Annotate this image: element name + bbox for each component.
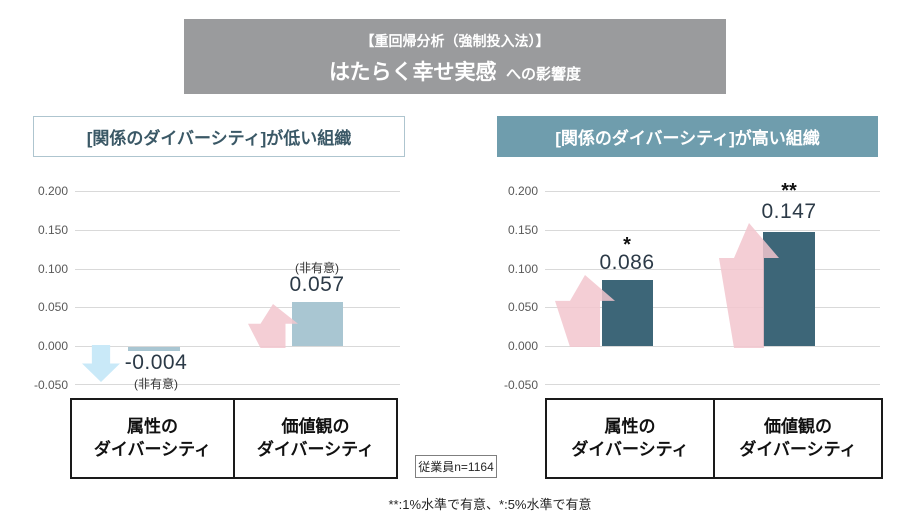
sample-size-badge: 従業員n=1164 — [415, 455, 497, 478]
gridline — [545, 229, 880, 231]
gridline — [75, 268, 400, 270]
category-values-diversity: 価値観の ダイバーシティ — [713, 400, 881, 477]
header-title-main: はたらく幸せ実感 — [328, 61, 497, 84]
significance-note: (非有意) — [134, 377, 178, 391]
gridline — [545, 346, 880, 348]
gridline — [75, 307, 400, 309]
header-banner: 【重回帰分析（強制投入法）】 はたらく幸せ実感 への影響度 — [184, 19, 726, 94]
y-tick-label: 0.150 — [37, 223, 68, 237]
gridline — [75, 191, 400, 192]
category-line: ダイバーシティ — [739, 439, 857, 459]
chart-plot-low-diversity — [75, 191, 400, 385]
y-tick-label: 0.150 — [507, 223, 538, 237]
y-tick-label: 0.200 — [37, 184, 68, 198]
gridline — [545, 191, 880, 192]
bar-value-label: 0.057 — [289, 273, 345, 296]
category-line: ダイバーシティ — [256, 439, 375, 459]
y-tick-label: 0.200 — [507, 184, 538, 198]
significance-stars: ** — [781, 180, 797, 202]
y-tick-label: 0.000 — [37, 339, 68, 353]
category-attribute-diversity: 属性の ダイバーシティ — [547, 400, 713, 477]
category-line: 属性の — [127, 417, 178, 437]
category-line: ダイバーシティ — [571, 439, 689, 459]
y-tick-label: -0.050 — [33, 378, 68, 392]
panel-title-low-diversity: [関係のダイバーシティ]が低い組織 — [33, 116, 405, 157]
category-label-box-low: 属性の ダイバーシティ 価値観の ダイバーシティ — [70, 398, 398, 479]
y-tick-label: 0.050 — [507, 300, 538, 314]
bar-attribute-diversity-low — [128, 347, 180, 351]
gridline — [545, 384, 880, 385]
chart-plot-high-diversity — [545, 191, 880, 385]
y-tick-label: 0.050 — [37, 300, 68, 314]
category-line: 価値観の — [281, 417, 350, 437]
bar-value-label: 0.147 — [761, 200, 817, 223]
header-title: はたらく幸せ実感 への影響度 — [184, 56, 726, 86]
category-line: 価値観の — [764, 417, 832, 437]
gridline — [545, 307, 880, 309]
y-tick-label: 0.100 — [37, 262, 68, 276]
gridline — [75, 229, 400, 231]
category-label-box-high: 属性の ダイバーシティ 価値観の ダイバーシティ — [545, 398, 883, 479]
significance-stars: * — [623, 234, 631, 256]
gridline — [545, 268, 880, 270]
category-attribute-diversity: 属性の ダイバーシティ — [72, 400, 233, 477]
category-values-diversity: 価値観の ダイバーシティ — [233, 400, 396, 477]
significance-note: (非有意) — [295, 261, 339, 275]
y-tick-label: 0.100 — [507, 262, 538, 276]
gridline — [75, 384, 400, 385]
category-line: ダイバーシティ — [93, 439, 212, 459]
y-tick-label: 0.000 — [507, 339, 538, 353]
header-title-suffix: への影響度 — [506, 66, 582, 83]
category-line: 属性の — [604, 417, 656, 437]
y-tick-label: -0.050 — [503, 378, 538, 392]
panel-title-high-diversity: [関係のダイバーシティ]が高い組織 — [497, 116, 878, 157]
bar-attribute-diversity-high — [602, 280, 653, 346]
bar-value-label: 0.086 — [599, 251, 655, 274]
header-subtitle: 【重回帰分析（強制投入法）】 — [360, 33, 550, 49]
significance-footnote: **:1%水準で有意、*:5%水準で有意 — [388, 497, 592, 512]
gridline — [75, 346, 400, 348]
bar-value-label: -0.004 — [124, 351, 188, 374]
bar-values-diversity-low — [292, 302, 343, 346]
